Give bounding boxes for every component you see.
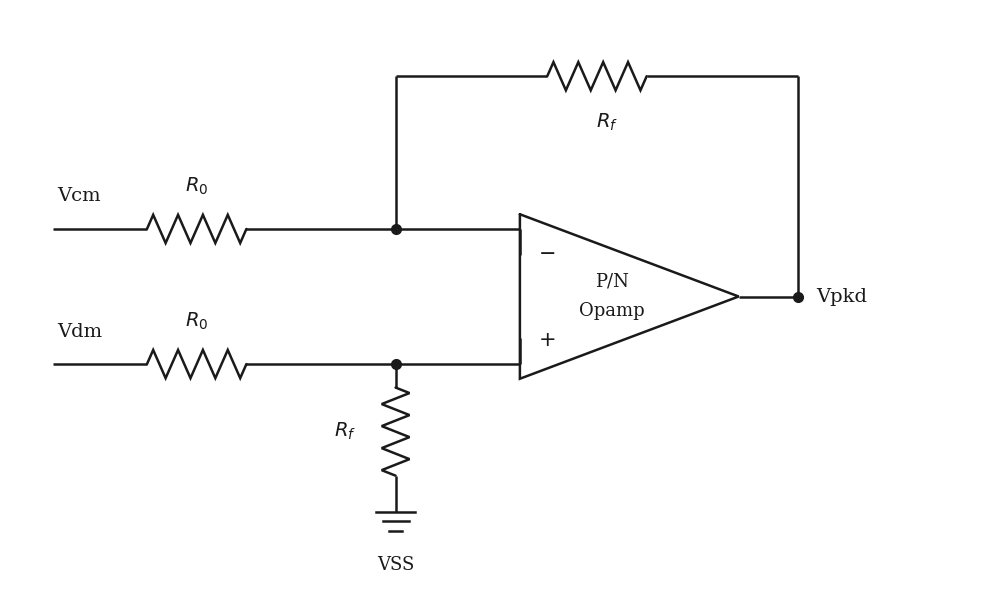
Text: Vpkd: Vpkd [816,288,867,305]
Text: $R_f$: $R_f$ [334,421,356,442]
Text: $R_0$: $R_0$ [185,311,208,331]
Text: Vdm: Vdm [57,323,103,340]
Text: Opamp: Opamp [579,302,645,320]
Text: $+$: $+$ [538,331,555,350]
Text: P/N: P/N [595,273,629,291]
Text: VSS: VSS [377,556,414,574]
Text: $R_0$: $R_0$ [185,176,208,197]
Text: Vcm: Vcm [57,187,101,205]
Text: $-$: $-$ [538,243,555,262]
Text: $R_f$: $R_f$ [596,111,618,133]
